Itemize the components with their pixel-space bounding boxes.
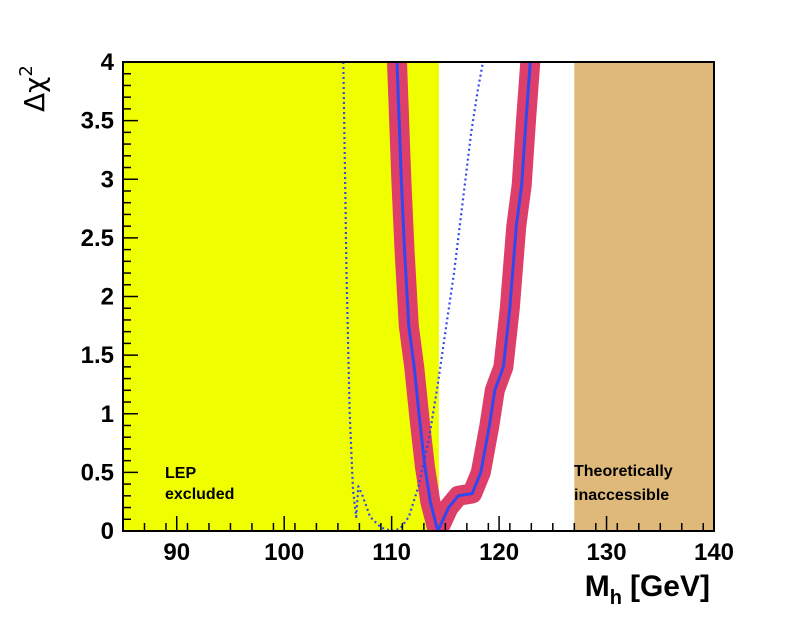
- y-tick-label-1-5: 1.5: [81, 342, 114, 369]
- region-theoretically-inaccessible: [574, 62, 714, 531]
- y-tick-label-3-5: 3.5: [81, 108, 114, 135]
- x-tick-label-90: 90: [163, 539, 190, 566]
- y-tick-label-2-5: 2.5: [81, 225, 114, 252]
- x-axis-title-main: M: [585, 570, 610, 603]
- x-tick-label-110: 110: [372, 539, 411, 566]
- ticks-layer: [122, 61, 715, 532]
- x-tick-label-100: 100: [264, 539, 304, 566]
- regions-layer: [123, 62, 714, 531]
- y-axis-title-sup: 2: [16, 65, 37, 76]
- x-axis-title-sub: h: [610, 587, 622, 609]
- series-layer: [342, 62, 541, 531]
- x-tick-label-140: 140: [694, 539, 734, 566]
- y-tick-label-3: 3: [101, 166, 114, 193]
- y-tick-label-0: 0: [101, 518, 114, 545]
- region-lep-excluded: [123, 62, 439, 531]
- y-tick-label-1: 1: [101, 401, 114, 428]
- y-axis-title-main: Δχ: [18, 77, 51, 112]
- x-axis-title: Mh [GeV]: [585, 570, 710, 609]
- y-tick-label-4: 4: [101, 49, 115, 76]
- y-tick-label-0-5: 0.5: [81, 459, 114, 486]
- labels-layer: 90 100 110 120 130 140 0 0.5 1 1.5 2 2.5 3 3.5 4: [81, 49, 734, 566]
- lep-label-line1: LEP: [165, 465, 196, 482]
- theory-label-line2: inaccessible: [574, 487, 669, 504]
- x-tick-label-120: 120: [479, 539, 519, 566]
- x-tick-label-130: 130: [587, 539, 627, 566]
- lep-label-line2: excluded: [165, 486, 234, 503]
- x-axis-title-unit: [GeV]: [630, 570, 710, 603]
- y-axis-title: Δχ2: [16, 65, 51, 112]
- y-tick-label-2: 2: [101, 284, 114, 311]
- theory-label-line1: Theoretically: [574, 463, 673, 480]
- series-best-fit: [395, 62, 532, 531]
- series-group: [342, 62, 541, 531]
